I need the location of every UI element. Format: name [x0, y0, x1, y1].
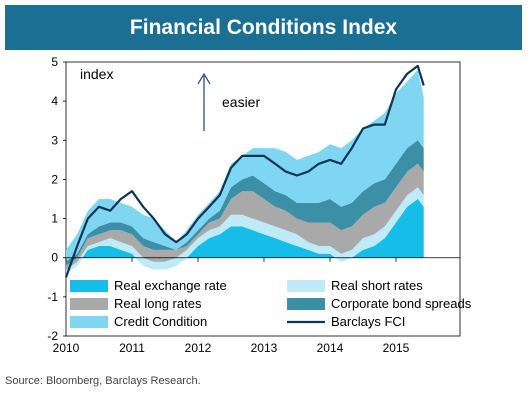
source-note: Source: Bloomberg, Barclays Research.	[5, 375, 201, 387]
annotation-easier: easier	[222, 94, 260, 110]
series-line-barclays-fci	[64, 64, 425, 278]
y-tick-label: 3	[51, 133, 58, 147]
x-tick-label: 2013	[251, 341, 278, 355]
x-tick-label: 2015	[383, 341, 410, 355]
x-tick-label: 2012	[185, 341, 212, 355]
y-tick-label: -2	[47, 329, 58, 343]
stacked-areas	[66, 69, 424, 274]
annotation-index: index	[80, 66, 113, 82]
x-tick-label: 2014	[317, 341, 344, 355]
legend-label-barclays-fci: Barclays FCI	[331, 314, 405, 329]
area-real-short-rates	[66, 187, 424, 274]
legend-label-real-short-rates: Real short rates	[331, 278, 423, 293]
fci-chart: -2 -1 0 1 2 3 4 5 2010 2011 2012 2013 2014 2015 index…	[47, 55, 472, 355]
legend-label-corporate-bond-spreads: Corporate bond spreads	[331, 296, 472, 311]
legend-swatch-credit-condition	[70, 316, 108, 328]
chart-title: Financial Conditions Index	[5, 5, 522, 50]
legend-label-credit-condition: Credit Condition	[114, 314, 207, 329]
easier-arrow-head	[197, 72, 211, 85]
area-credit-condition	[66, 69, 424, 262]
y-tick-label: 5	[51, 55, 58, 69]
y-tick-label: 2	[51, 172, 58, 186]
area-corporate-bond-spreads	[66, 140, 424, 266]
annotations: index easier	[80, 66, 260, 131]
y-tick-label: -1	[47, 290, 58, 304]
axes: -2 -1 0 1 2 3 4 5 2010 2011 2012 2013 2014 2015	[47, 55, 460, 355]
y-tick-label: 1	[51, 212, 58, 226]
legend-swatch-real-short-rates	[287, 280, 325, 292]
area-real-exchange-rate	[66, 199, 424, 274]
legend-swatch-real-exchange-rate	[70, 280, 108, 292]
x-tick-label: 2011	[119, 341, 145, 355]
x-tick-label: 2010	[53, 341, 80, 355]
legend-swatch-real-long-rates	[70, 298, 108, 310]
legend: Real exchange rate Real short rates Real l…	[70, 278, 472, 329]
legend-label-real-long-rates: Real long rates	[114, 296, 202, 311]
y-tick-label: 4	[51, 94, 58, 108]
legend-swatch-corporate-bond-spreads	[287, 298, 325, 310]
fci-line-group	[64, 64, 425, 278]
legend-label-real-exchange-rate: Real exchange rate	[114, 278, 227, 293]
y-tick-label: 0	[51, 251, 58, 265]
area-real-long-rates	[66, 163, 424, 270]
